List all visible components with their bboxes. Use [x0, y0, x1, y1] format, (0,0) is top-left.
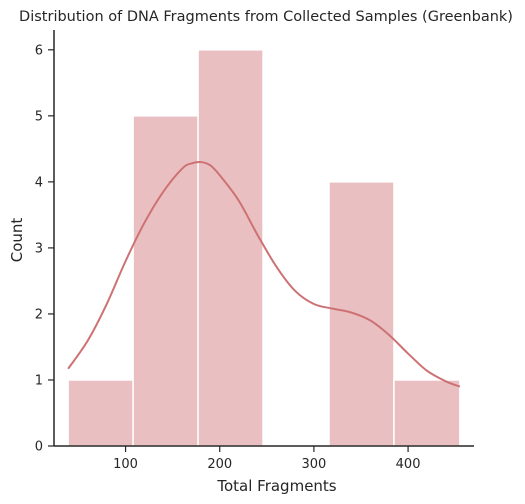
y-tick-label: 2	[35, 307, 43, 322]
chart-title: Distribution of DNA Fragments from Colle…	[19, 9, 513, 25]
histogram-bar-0	[67, 379, 134, 447]
x-tick-label: 100	[113, 457, 138, 472]
kde-line	[67, 160, 461, 388]
histogram-bar-2	[197, 49, 264, 447]
y-tick-label: 3	[35, 241, 43, 256]
x-axis-label: Total Fragments	[216, 477, 336, 495]
histogram-bar-4	[328, 181, 395, 447]
y-ticks-group: 0 1 2 3 4 5 6	[35, 43, 54, 455]
y-tick-label: 6	[35, 43, 43, 58]
axes-group	[53, 30, 474, 447]
histogram-bar-1	[132, 115, 199, 447]
y-tick-label: 0	[35, 440, 43, 455]
histogram-bar-5	[393, 379, 461, 447]
x-tick-label: 300	[301, 457, 326, 472]
x-tick-label: 400	[396, 457, 421, 472]
y-tick-label: 1	[35, 373, 43, 388]
x-ticks-group: 100 200 300 400	[113, 446, 420, 472]
x-tick-label: 200	[207, 457, 232, 472]
y-axis-label: Count	[8, 218, 26, 263]
y-tick-label: 4	[35, 175, 43, 190]
bars-group	[67, 49, 461, 447]
y-tick-label: 5	[35, 109, 43, 124]
